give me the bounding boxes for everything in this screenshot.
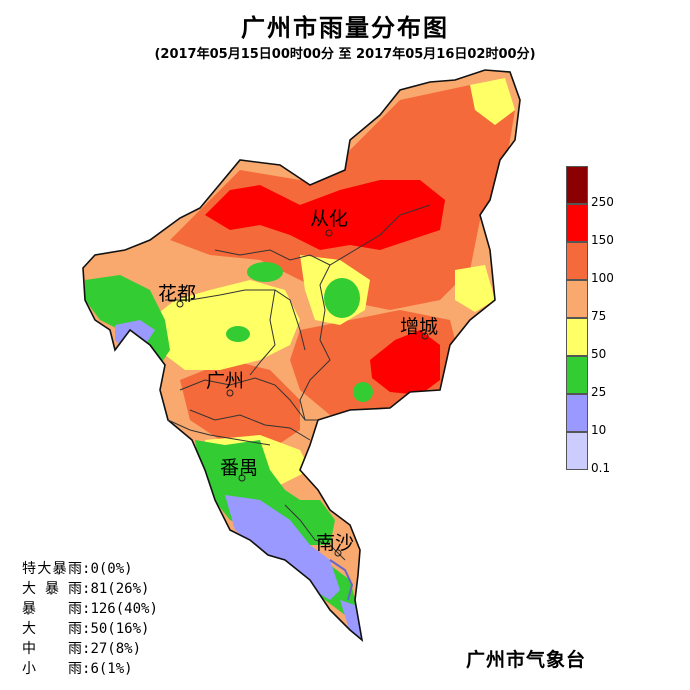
legend-tick-100: 100 (591, 271, 614, 285)
rain-area-50-east (455, 265, 495, 312)
legend-swatch-50 (566, 318, 588, 356)
rainfall-stats: 特大暴雨:0(0%) 大暴雨:81(26%) 暴雨:126(40%) 大雨:50… (22, 559, 158, 679)
legend-tick-10: 10 (591, 423, 607, 437)
stats-label: 中雨 (22, 641, 82, 657)
city-label-conghua: 从化 (310, 208, 349, 230)
stats-value: 50(16%) (90, 621, 150, 637)
city-label-panyu: 番禺 (220, 457, 259, 479)
stats-row: 暴雨:126(40%) (22, 601, 158, 617)
rain-area-25-spot-4 (353, 382, 373, 402)
legend-tick-250: 250 (591, 195, 614, 209)
legend-swatch-75 (566, 280, 588, 318)
legend-tick-75: 75 (591, 309, 607, 323)
city-marker-icon (334, 549, 342, 557)
city-label-huadu: 花都 (158, 283, 197, 305)
rain-area-25-spot-2 (324, 278, 360, 318)
city-marker-icon (325, 229, 333, 237)
stats-value: 81(26%) (90, 581, 150, 597)
legend-tick-50: 50 (591, 347, 607, 361)
city-marker-icon (176, 300, 184, 308)
stats-label: 大暴雨 (22, 581, 82, 597)
city-label-nansha: 南沙 (316, 532, 355, 554)
agency-name: 广州市气象台 (466, 649, 587, 671)
map-subtitle: (2017年05月15日00时00分 至 2017年05月16日02时00分) (154, 47, 536, 62)
legend-tick-0-1: 0.1 (591, 461, 611, 475)
city-boundary (82, 69, 521, 643)
rain-area-25-spot-1 (247, 262, 283, 282)
stats-value: 27(8%) (90, 641, 142, 657)
stats-row: 特大暴雨:0(0%) (22, 561, 133, 577)
rain-area-25-west (85, 275, 170, 365)
legend-swatch-25 (566, 356, 588, 394)
city-marker-icon (238, 474, 246, 482)
legend-swatch-10 (566, 394, 588, 432)
stats-value: 0(0%) (90, 561, 133, 577)
legend: 250 150 100 75 50 25 10 0.1 (566, 166, 666, 476)
legend-swatch-100 (566, 242, 588, 280)
district-boundaries (165, 204, 431, 561)
rain-area-10-tip (340, 600, 362, 640)
rain-area-100-centre (180, 360, 300, 450)
rain-area-150-north (205, 180, 445, 250)
legend-tick-25: 25 (591, 385, 607, 399)
map-title: 广州市雨量分布图 (241, 14, 449, 42)
rain-area-50-central (150, 280, 300, 370)
stats-row: 大雨:50(16%) (22, 621, 150, 637)
rain-area-50-north (470, 78, 515, 125)
city-label-zengcheng: 增城 (400, 316, 439, 338)
legend-swatch-250 (566, 166, 588, 204)
stats-value: 6(1%) (90, 661, 133, 677)
stats-label: 暴雨 (22, 601, 82, 617)
legend-swatch-0-1 (566, 432, 588, 470)
rain-area-25-south (195, 440, 335, 545)
rain-area-150-east (370, 330, 440, 395)
city-label-guangzhou: 广州 (206, 370, 245, 392)
legend-swatch-150 (566, 204, 588, 242)
legend-tick-150: 150 (591, 233, 614, 247)
stats-value: 126(40%) (90, 601, 158, 617)
city-marker-icon (421, 332, 429, 340)
stats-row: 中雨:27(8%) (22, 641, 142, 657)
stats-label: 大雨 (22, 621, 82, 637)
stats-row: 小雨:6(1%) (22, 661, 133, 677)
rain-area-25-spot-3 (226, 326, 250, 342)
river-line (329, 559, 354, 601)
stats-label: 特大暴雨 (22, 561, 82, 577)
stats-label: 小雨 (22, 661, 82, 677)
stats-row: 大暴雨:81(26%) (22, 581, 150, 597)
rain-area-10-south (225, 495, 340, 600)
city-marker-icon (226, 389, 234, 397)
